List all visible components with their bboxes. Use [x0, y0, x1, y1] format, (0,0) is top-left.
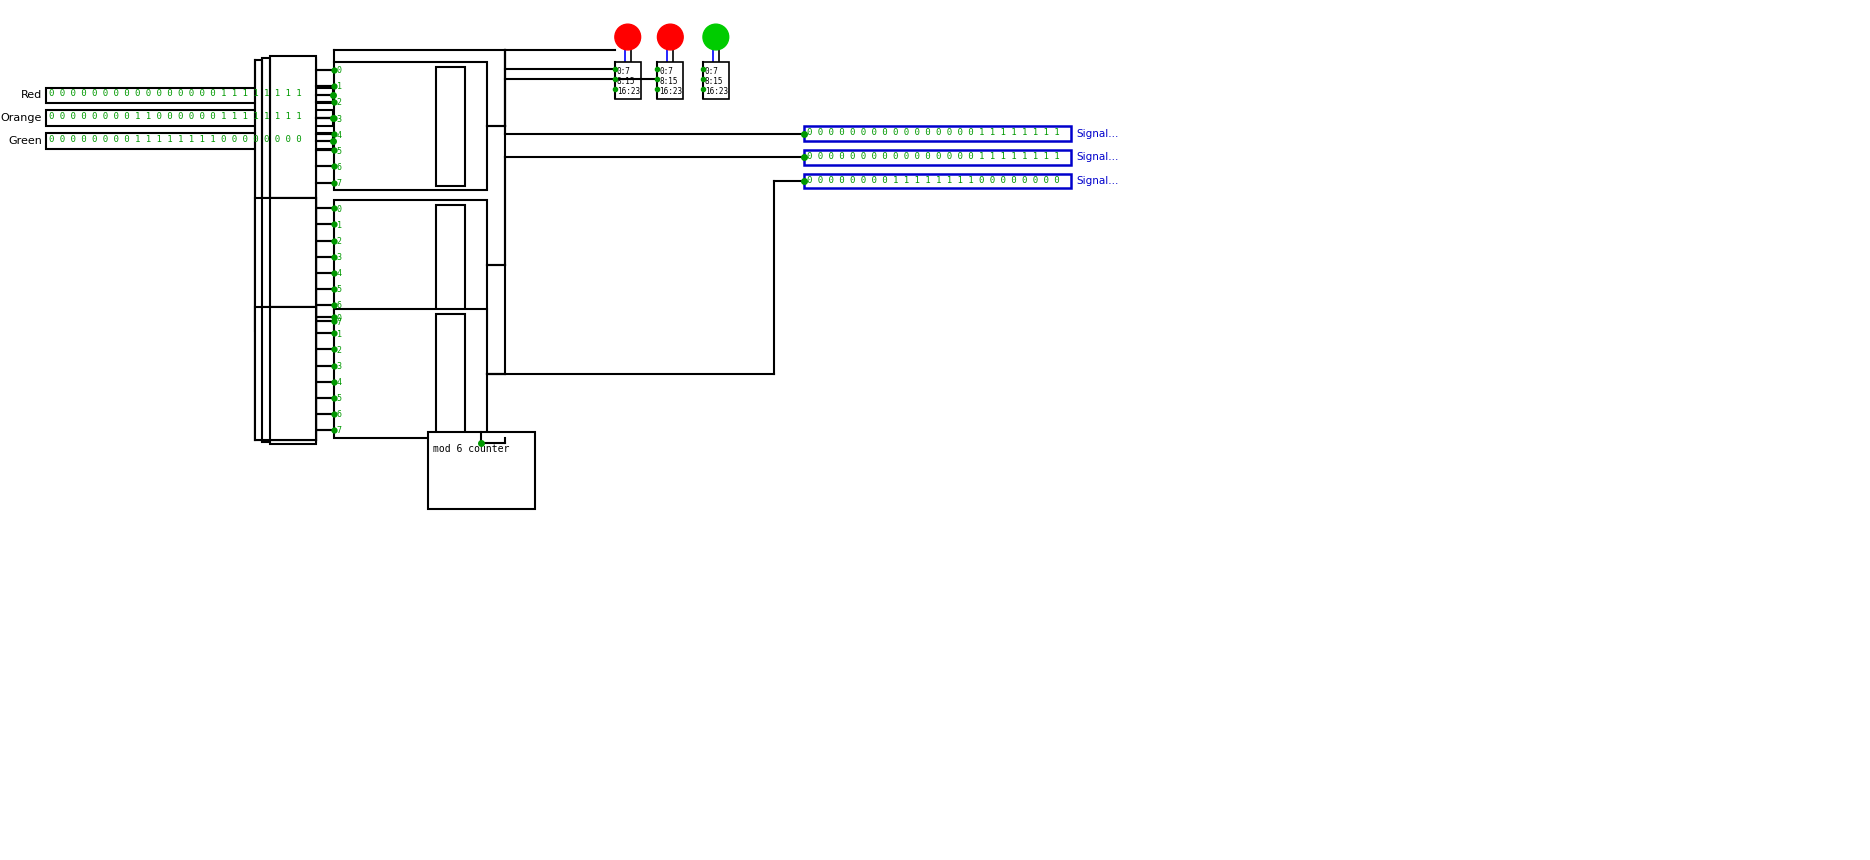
Bar	[254, 199, 316, 331]
Bar	[271, 199, 316, 331]
Text: 6: 6	[337, 302, 342, 310]
Text: 3: 3	[337, 253, 342, 262]
Text: 8:15: 8:15	[617, 77, 636, 86]
Circle shape	[615, 24, 641, 50]
Text: 0:7: 0:7	[617, 67, 630, 76]
Text: Red: Red	[21, 90, 41, 101]
Text: 0 0 0 0 0 0 0 0 1 1 1 1 1 1 1 1 0 0 0 0 0 0 0 0: 0 0 0 0 0 0 0 0 1 1 1 1 1 1 1 1 0 0 0 0 …	[808, 175, 1060, 185]
Text: Signal...: Signal...	[1075, 152, 1118, 163]
Text: 0 0 0 0 0 0 0 0 0 0 0 0 0 0 0 0 1 1 1 1 1 1 1 1: 0 0 0 0 0 0 0 0 0 0 0 0 0 0 0 0 1 1 1 1 …	[808, 128, 1060, 137]
Text: 0 0 0 0 0 0 0 0 0 0 0 0 0 0 0 0 1 1 1 1 1 1 1 1: 0 0 0 0 0 0 0 0 0 0 0 0 0 0 0 0 1 1 1 1 …	[808, 152, 1060, 161]
Text: 7: 7	[337, 317, 342, 327]
Circle shape	[658, 24, 683, 50]
Bar	[428, 432, 535, 509]
Bar	[703, 62, 729, 100]
Text: 0: 0	[337, 66, 342, 75]
Text: 4: 4	[337, 269, 342, 279]
Circle shape	[703, 24, 729, 50]
Bar	[254, 60, 316, 440]
Bar	[333, 310, 488, 438]
Text: 4: 4	[337, 378, 342, 387]
Text: 5: 5	[337, 147, 342, 156]
Bar	[436, 314, 466, 433]
Text: 5: 5	[337, 394, 342, 403]
Bar	[658, 62, 683, 100]
Bar	[804, 126, 1072, 141]
Bar	[271, 307, 316, 440]
Bar	[45, 133, 333, 149]
Bar	[262, 58, 316, 442]
Text: 6: 6	[337, 163, 342, 172]
Bar	[436, 206, 466, 324]
Bar	[262, 199, 316, 331]
Bar	[333, 200, 488, 329]
Text: 6: 6	[337, 410, 342, 420]
Bar	[45, 88, 333, 103]
Bar	[615, 62, 641, 100]
Text: mod 6 counter: mod 6 counter	[432, 444, 509, 454]
Text: 0 0 0 0 0 0 0 0 1 1 1 1 1 1 1 1 0 0 0 0 0 0 0 0: 0 0 0 0 0 0 0 0 1 1 1 1 1 1 1 1 0 0 0 0 …	[49, 135, 301, 144]
Text: 1: 1	[337, 221, 342, 230]
Bar	[436, 67, 466, 186]
Text: 8:15: 8:15	[705, 77, 724, 86]
Text: 8:15: 8:15	[660, 77, 679, 86]
Text: 0 0 0 0 0 0 0 0 0 0 0 0 0 0 0 0 1 1 1 1 1 1 1 1: 0 0 0 0 0 0 0 0 0 0 0 0 0 0 0 0 1 1 1 1 …	[49, 89, 301, 99]
Text: 16:23: 16:23	[705, 87, 727, 95]
Text: 5: 5	[337, 286, 342, 294]
Text: 2: 2	[337, 346, 342, 355]
Text: 7: 7	[337, 427, 342, 435]
Bar	[254, 307, 316, 440]
Bar	[271, 56, 316, 444]
Bar	[262, 307, 316, 440]
Text: Signal...: Signal...	[1075, 176, 1118, 186]
Text: 2: 2	[337, 98, 342, 108]
Bar	[804, 174, 1072, 188]
Text: 2: 2	[337, 237, 342, 246]
Text: 3: 3	[337, 362, 342, 371]
Text: Orange: Orange	[0, 114, 41, 123]
Text: 7: 7	[337, 179, 342, 188]
Bar	[45, 110, 333, 126]
Text: 0:7: 0:7	[705, 67, 718, 76]
Text: 0:7: 0:7	[660, 67, 673, 76]
Text: 4: 4	[337, 131, 342, 139]
Bar	[333, 62, 488, 190]
Text: 1: 1	[337, 83, 342, 91]
Text: 1: 1	[337, 329, 342, 339]
Bar	[804, 150, 1072, 165]
Text: Signal...: Signal...	[1075, 128, 1118, 138]
Text: 0: 0	[337, 314, 342, 322]
Text: 16:23: 16:23	[660, 87, 683, 95]
Text: 16:23: 16:23	[617, 87, 640, 95]
Text: 0 0 0 0 0 0 0 0 1 1 0 0 0 0 0 0 1 1 1 1 1 1 1 1: 0 0 0 0 0 0 0 0 1 1 0 0 0 0 0 0 1 1 1 1 …	[49, 113, 301, 121]
Text: Green: Green	[7, 136, 41, 146]
Text: 3: 3	[337, 114, 342, 124]
Text: 0: 0	[337, 205, 342, 214]
